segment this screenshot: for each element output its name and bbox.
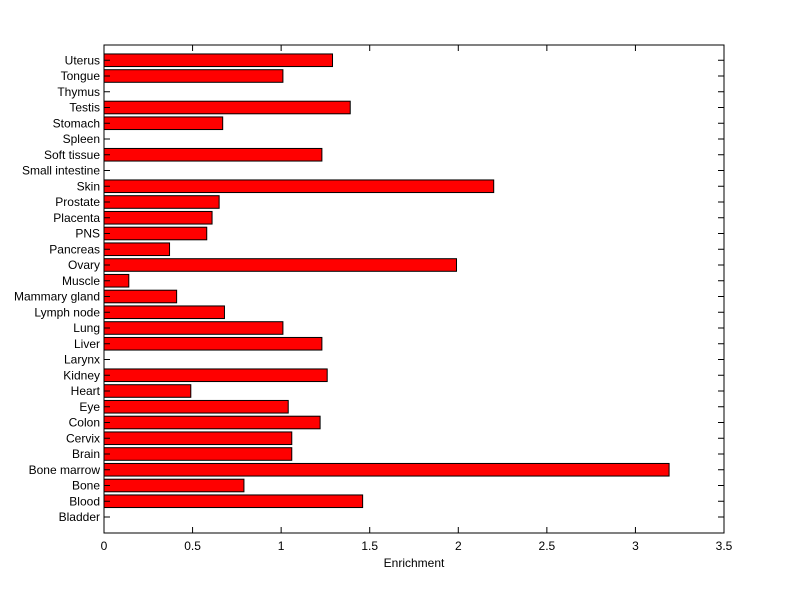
y-tick-label-muscle: Muscle [62,274,100,288]
bar-lung [103,321,284,335]
bar-lymph-node [103,305,225,320]
y-tick-label-pns: PNS [75,227,100,241]
x-tick-label: 2 [455,539,462,553]
y-tick-label-prostate: Prostate [55,195,100,209]
bar-heart [103,384,192,398]
y-tick-label-tongue: Tongue [61,69,101,83]
bar-soft-tissue [103,147,323,162]
ticks-layer [103,45,725,533]
bar-bone [103,478,245,493]
bar-uterus [103,53,334,68]
y-tick-label-colon: Colon [69,416,100,430]
x-tick-label: 0 [101,539,108,553]
bar-brain [103,447,293,461]
bar-placenta [103,210,213,225]
x-tick-label: 1 [278,539,285,553]
y-tick-label-eye: Eye [79,400,100,414]
y-tick-label-spleen: Spleen [63,132,100,146]
y-tick-label-pancreas: Pancreas [49,242,100,256]
y-tick-label-larynx: Larynx [64,353,100,367]
y-tick-label-testis: Testis [69,101,100,115]
y-tick-label-bone-marrow: Bone marrow [29,463,101,477]
bar-mammary-gland [103,289,178,304]
y-tick-label-uterus: Uterus [65,53,100,67]
y-tick-label-bone: Bone [72,479,100,493]
bar-kidney [103,368,328,383]
bars-layer [103,53,670,509]
y-tick-label-mammary-gland: Mammary gland [14,290,100,304]
bar-liver [103,336,323,351]
y-tick-label-lymph-node: Lymph node [34,305,100,319]
y-tick-label-kidney: Kidney [63,368,100,382]
x-axis-label: Enrichment [384,556,445,570]
y-tick-label-placenta: Placenta [53,211,100,225]
bar-colon [103,415,321,430]
bar-bone-marrow [103,462,670,477]
y-tick-label-ovary: Ovary [68,258,100,272]
bar-pancreas [103,242,171,257]
y-tick-label-skin: Skin [77,179,100,193]
y-tick-label-lung: Lung [73,321,100,335]
plot-frame [103,44,725,534]
x-tick-label: 3.5 [716,539,733,553]
bar-testis [103,100,351,115]
y-tick-label-bladder: Bladder [59,510,100,524]
bar-cervix [103,431,293,446]
bar-skin [103,179,495,194]
y-tick-label-cervix: Cervix [66,431,100,445]
y-tick-label-blood: Blood [69,494,100,508]
bar-tongue [103,69,284,83]
y-tick-label-heart: Heart [71,384,101,398]
y-tick-label-liver: Liver [74,337,100,351]
y-tick-label-thymus: Thymus [57,85,100,99]
x-tick-label: 2.5 [539,539,556,553]
y-tick-label-brain: Brain [72,447,100,461]
bar-pns [103,226,208,241]
x-tick-label: 1.5 [361,539,378,553]
bar-prostate [103,195,220,209]
x-tick-label: 3 [632,539,639,553]
y-tick-label-small-intestine: Small intestine [22,164,100,178]
y-tick-label-stomach: Stomach [53,116,100,130]
bar-blood [103,494,364,509]
bar-stomach [103,116,224,131]
bar-ovary [103,258,458,272]
x-tick-label: 0.5 [184,539,201,553]
bar-eye [103,399,289,414]
y-tick-label-soft-tissue: Soft tissue [44,148,100,162]
